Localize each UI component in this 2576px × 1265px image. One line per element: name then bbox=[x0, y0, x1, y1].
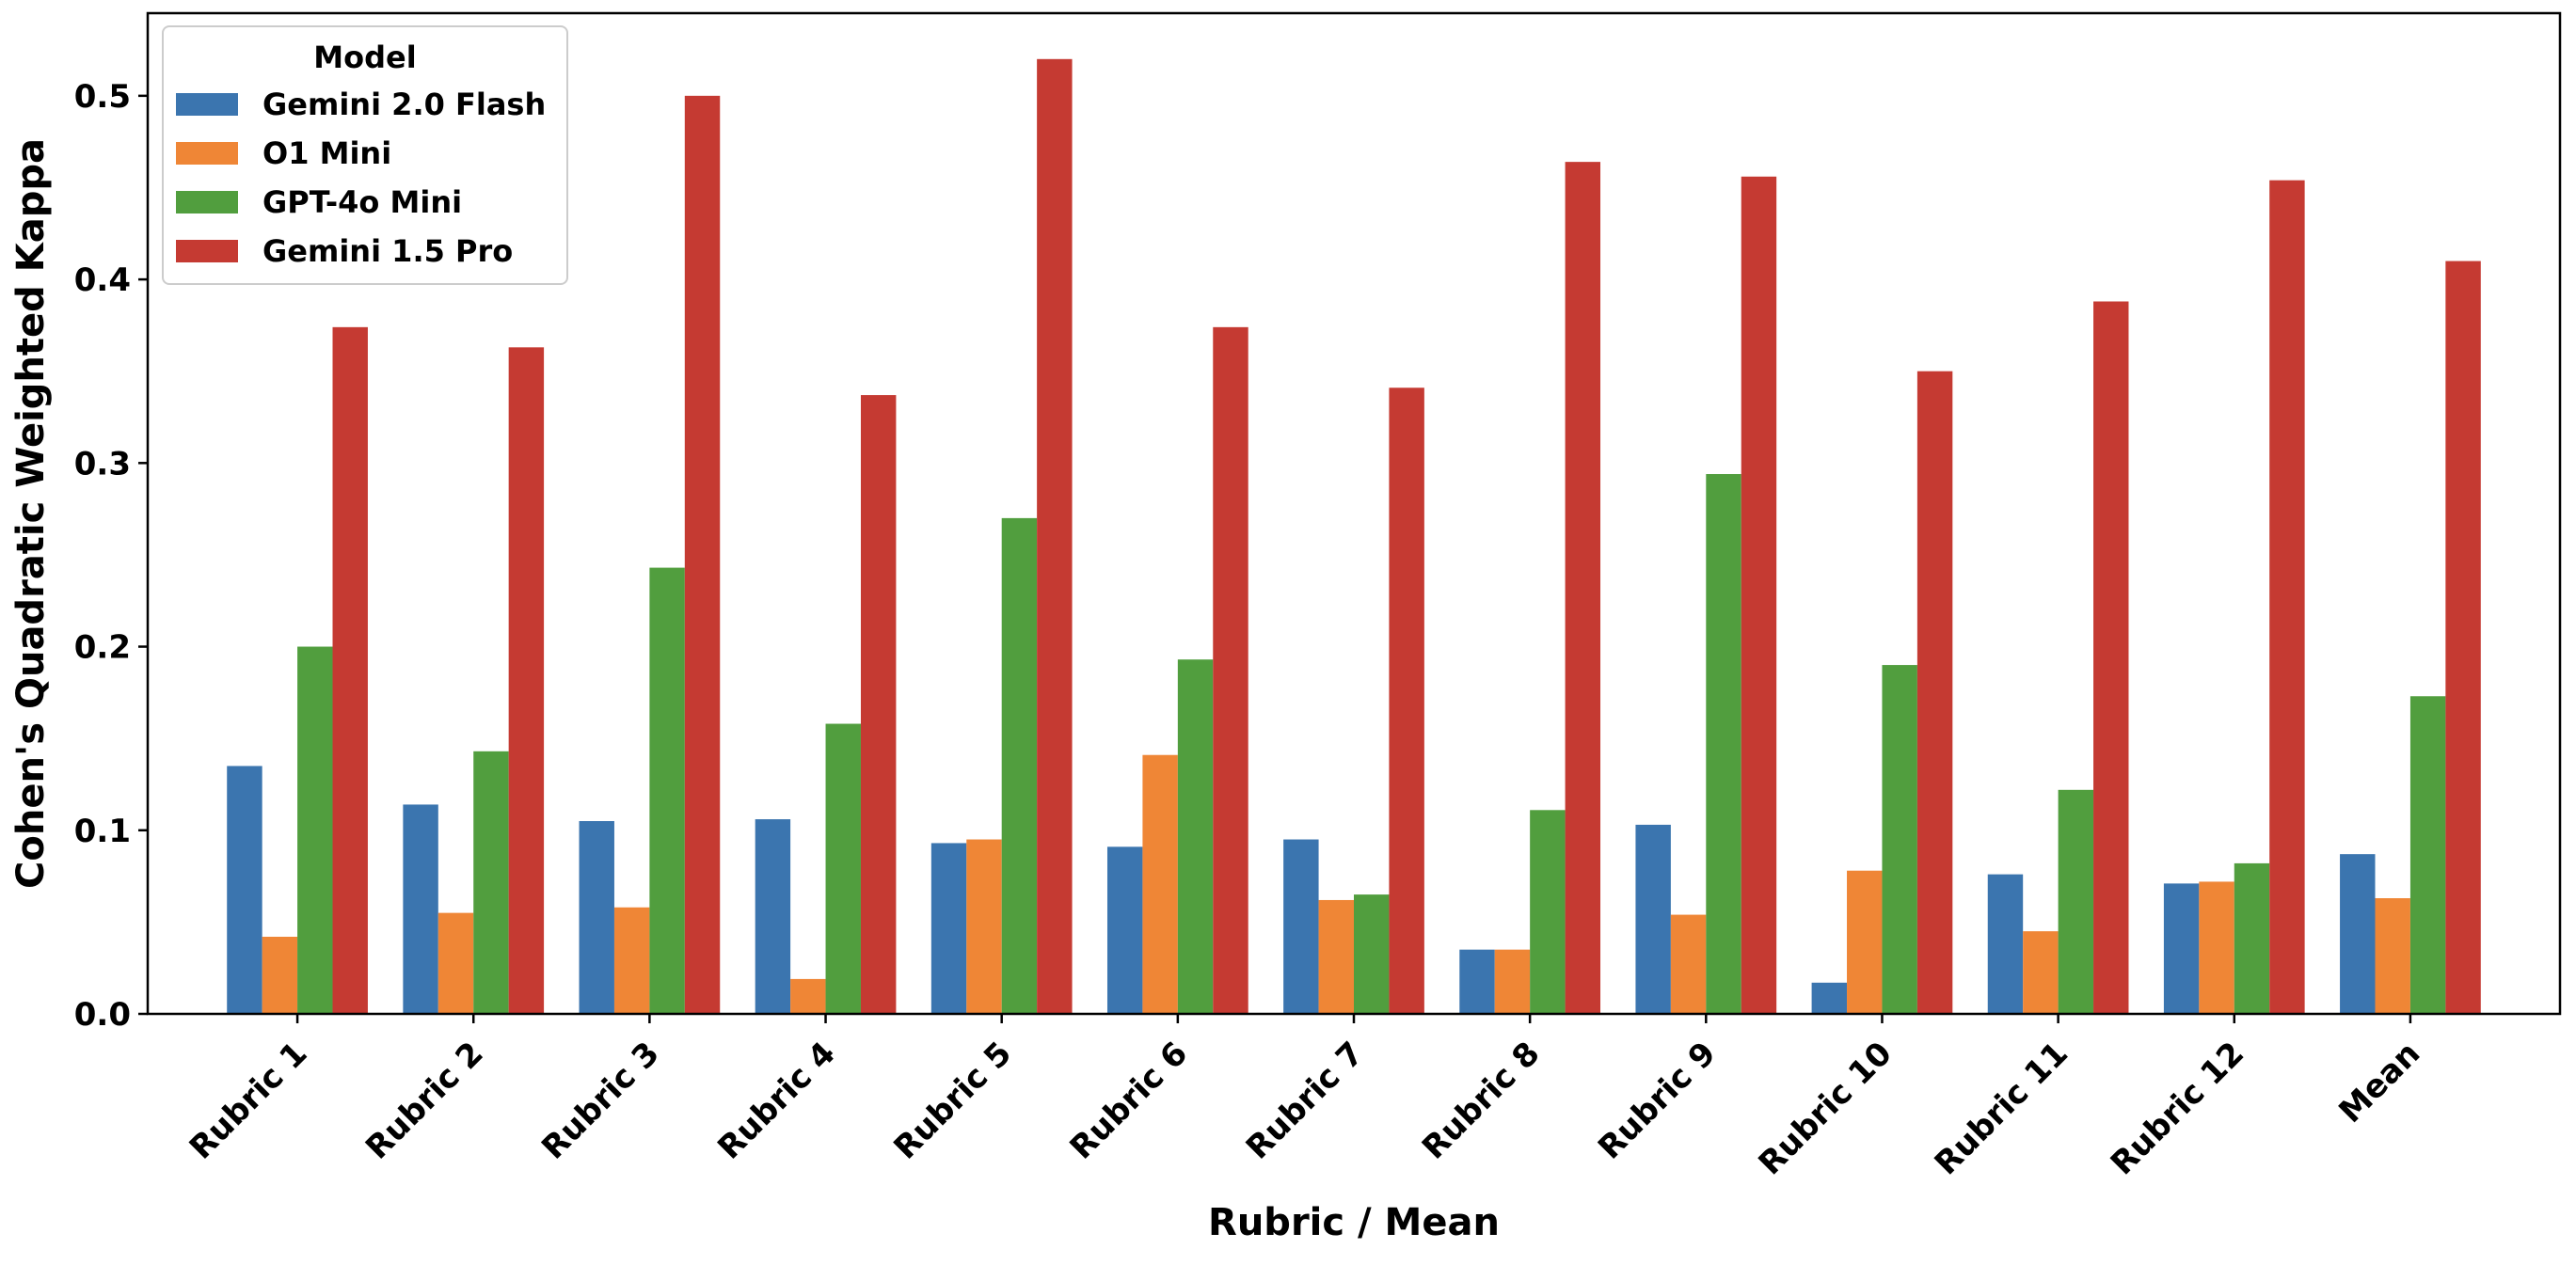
bar-gemini-1-5-pro-rubric-6 bbox=[1213, 326, 1248, 1015]
y-tick-label: 0.3 bbox=[74, 445, 131, 482]
x-axis: Rubric 1 Rubric 2 Rubric 3 Rubric 4 Rubric 5… bbox=[183, 1014, 2427, 1182]
bar-gemini-1-5-pro-rubric-4 bbox=[860, 395, 897, 1015]
bar-gpt-4o-mini-rubric-5 bbox=[1001, 517, 1038, 1014]
bar-o1-mini-mean bbox=[2375, 898, 2410, 1014]
bar-o1-mini-rubric-4 bbox=[790, 978, 826, 1014]
x-tick-label: Rubric 7 bbox=[1239, 1035, 1372, 1167]
legend-swatch bbox=[176, 93, 238, 116]
bar-gemini-2-0-flash-rubric-8 bbox=[1459, 949, 1495, 1014]
bar-gemini-1-5-pro-rubric-12 bbox=[2269, 180, 2305, 1015]
bar-gpt-4o-mini-rubric-8 bbox=[1530, 810, 1566, 1014]
bar-gemini-1-5-pro-rubric-1 bbox=[332, 326, 368, 1015]
y-tick-label: 0.0 bbox=[74, 996, 131, 1034]
bar-gemini-1-5-pro-rubric-3 bbox=[684, 95, 721, 1014]
bar-gemini-1-5-pro-mean bbox=[2445, 261, 2481, 1014]
x-tick-label: Rubric 6 bbox=[1063, 1035, 1196, 1167]
bar-gemini-2-0-flash-rubric-5 bbox=[930, 843, 967, 1014]
bar-gemini-2-0-flash-rubric-11 bbox=[1987, 874, 2024, 1014]
x-tick-label: Rubric 1 bbox=[183, 1035, 315, 1167]
legend: Model Gemini 2.0 Flash O1 Mini GPT-4o Mini… bbox=[162, 25, 568, 285]
bar-gemini-2-0-flash-mean bbox=[2340, 854, 2376, 1014]
x-tick-label: Rubric 3 bbox=[534, 1035, 667, 1167]
x-tick-label: Rubric 8 bbox=[1415, 1035, 1548, 1167]
legend-items: Gemini 2.0 Flash O1 Mini GPT-4o Mini Gemini… bbox=[176, 87, 546, 269]
bar-gemini-1-5-pro-rubric-9 bbox=[1741, 176, 1777, 1014]
bar-gemini-1-5-pro-rubric-11 bbox=[2093, 301, 2129, 1014]
bar-o1-mini-rubric-2 bbox=[437, 912, 474, 1014]
y-axis-label: Cohen's Quadratic Weighted Kappa bbox=[9, 138, 53, 889]
legend-title: Model bbox=[313, 40, 416, 75]
bar-o1-mini-rubric-1 bbox=[262, 937, 298, 1014]
bar-gemini-1-5-pro-rubric-5 bbox=[1037, 58, 1073, 1015]
x-tick-label: Rubric 11 bbox=[1928, 1035, 2075, 1182]
bar-gpt-4o-mini-rubric-2 bbox=[473, 751, 509, 1014]
bar-o1-mini-rubric-9 bbox=[1670, 914, 1707, 1014]
bar-o1-mini-rubric-5 bbox=[966, 839, 1002, 1014]
legend-label: Gemini 1.5 Pro bbox=[262, 233, 513, 269]
bar-gpt-4o-mini-rubric-10 bbox=[1882, 665, 1917, 1014]
bar-gpt-4o-mini-rubric-6 bbox=[1177, 659, 1214, 1014]
legend-swatch bbox=[176, 142, 238, 165]
bar-gemini-2-0-flash-rubric-10 bbox=[1811, 982, 1848, 1014]
x-axis-label: Rubric / Mean bbox=[1208, 1201, 1500, 1244]
x-tick-label: Rubric 12 bbox=[2104, 1035, 2251, 1182]
bar-gpt-4o-mini-rubric-4 bbox=[825, 723, 861, 1014]
bar-gemini-1-5-pro-rubric-8 bbox=[1565, 162, 1601, 1015]
bar-o1-mini-rubric-10 bbox=[1847, 870, 1883, 1014]
bars-layer bbox=[227, 58, 2481, 1015]
bar-gemini-2-0-flash-rubric-3 bbox=[579, 821, 614, 1014]
y-axis: 0.0 0.1 0.2 0.3 0.4 0.5 bbox=[74, 78, 148, 1034]
bar-gpt-4o-mini-rubric-7 bbox=[1354, 894, 1390, 1014]
bar-gemini-2-0-flash-rubric-4 bbox=[755, 819, 791, 1014]
legend-swatch bbox=[176, 240, 238, 262]
bar-o1-mini-rubric-8 bbox=[1494, 949, 1531, 1014]
bar-o1-mini-rubric-12 bbox=[2199, 881, 2234, 1014]
y-tick-label: 0.5 bbox=[74, 78, 131, 116]
bar-gemini-2-0-flash-rubric-12 bbox=[2163, 883, 2200, 1014]
bar-gpt-4o-mini-rubric-11 bbox=[2058, 789, 2094, 1014]
legend-box bbox=[162, 25, 568, 285]
bar-gemini-1-5-pro-rubric-10 bbox=[1916, 371, 1953, 1014]
y-tick-label: 0.2 bbox=[74, 629, 131, 667]
bar-o1-mini-rubric-6 bbox=[1142, 754, 1178, 1014]
bar-gpt-4o-mini-mean bbox=[2409, 696, 2446, 1014]
bar-gemini-2-0-flash-rubric-1 bbox=[227, 766, 262, 1014]
legend-label: Gemini 2.0 Flash bbox=[262, 87, 546, 122]
bar-gemini-2-0-flash-rubric-6 bbox=[1106, 846, 1143, 1014]
y-tick-label: 0.4 bbox=[74, 261, 131, 299]
x-tick-label: Rubric 9 bbox=[1591, 1035, 1724, 1167]
bar-o1-mini-rubric-3 bbox=[613, 907, 650, 1014]
bar-gemini-2-0-flash-rubric-9 bbox=[1635, 824, 1671, 1014]
bar-o1-mini-rubric-11 bbox=[2023, 931, 2059, 1014]
y-tick-label: 0.1 bbox=[74, 813, 131, 850]
x-tick-label: Rubric 4 bbox=[710, 1035, 843, 1167]
bar-gemini-1-5-pro-rubric-2 bbox=[508, 347, 545, 1014]
legend-swatch bbox=[176, 191, 238, 213]
x-tick-label: Rubric 2 bbox=[358, 1035, 491, 1167]
legend-label: O1 Mini bbox=[262, 135, 391, 171]
bar-gemini-2-0-flash-rubric-7 bbox=[1283, 839, 1319, 1014]
bar-gpt-4o-mini-rubric-9 bbox=[1706, 474, 1741, 1014]
bar-gpt-4o-mini-rubric-1 bbox=[297, 646, 333, 1014]
bar-o1-mini-rubric-7 bbox=[1318, 899, 1354, 1014]
legend-label: GPT-4o Mini bbox=[262, 184, 462, 220]
bar-gemini-2-0-flash-rubric-2 bbox=[403, 804, 438, 1014]
bar-gpt-4o-mini-rubric-3 bbox=[649, 567, 685, 1014]
x-tick-label: Mean bbox=[2331, 1035, 2427, 1131]
bar-gpt-4o-mini-rubric-12 bbox=[2234, 862, 2270, 1014]
x-tick-label: Rubric 10 bbox=[1752, 1035, 1900, 1182]
bar-gemini-1-5-pro-rubric-7 bbox=[1389, 387, 1424, 1014]
x-tick-label: Rubric 5 bbox=[886, 1035, 1019, 1167]
